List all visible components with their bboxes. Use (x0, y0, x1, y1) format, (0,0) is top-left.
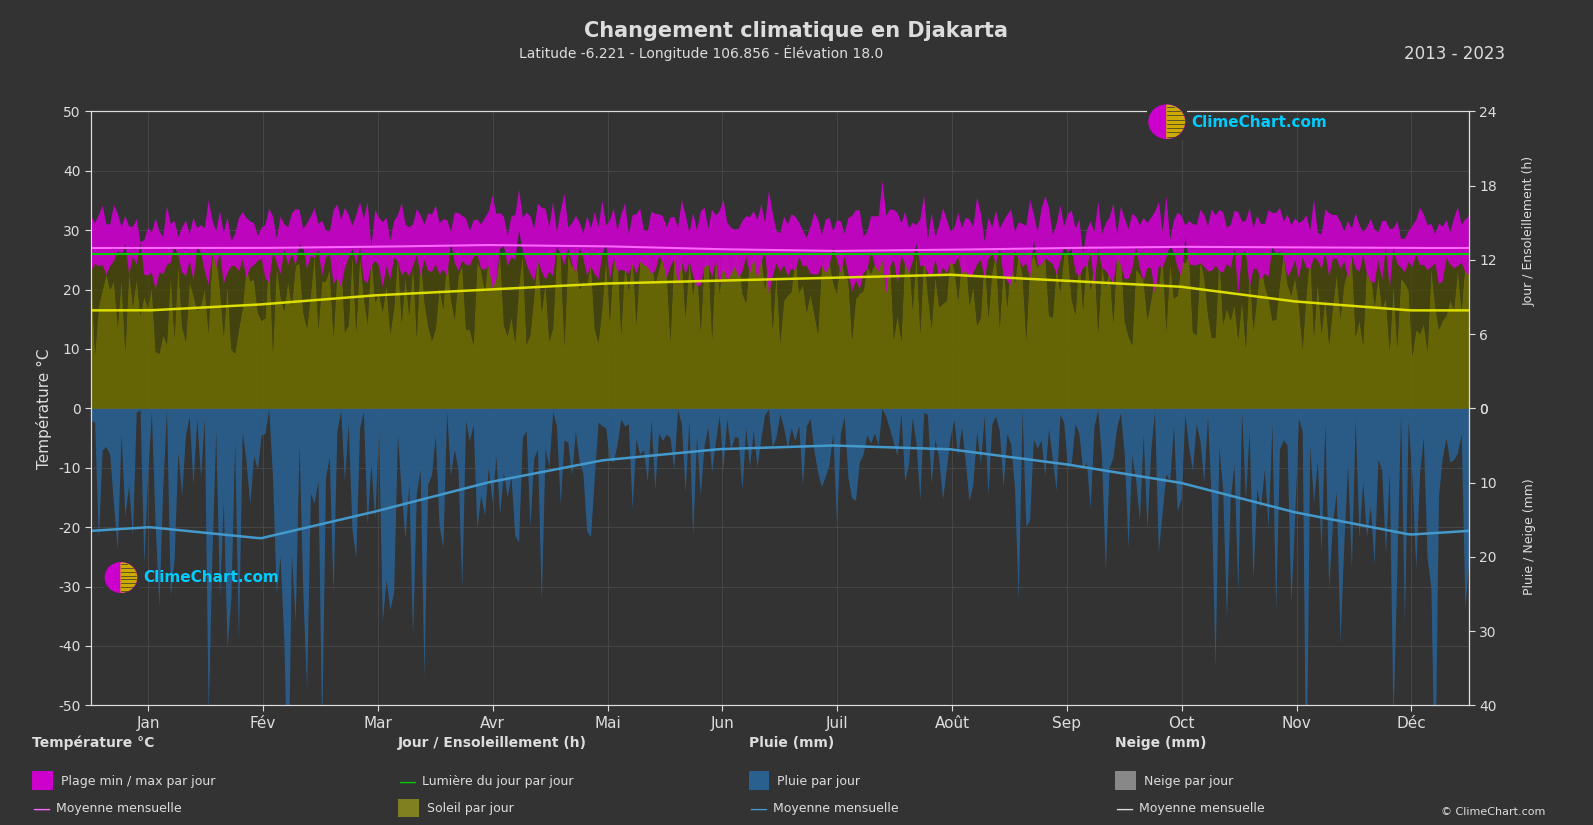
Text: —: — (32, 799, 49, 818)
Circle shape (105, 563, 137, 592)
Text: ClimeChart.com: ClimeChart.com (1192, 115, 1327, 130)
Text: Moyenne mensuelle: Moyenne mensuelle (773, 802, 898, 815)
Wedge shape (121, 563, 137, 592)
Text: © ClimeChart.com: © ClimeChart.com (1440, 807, 1545, 817)
Text: 2013 - 2023: 2013 - 2023 (1405, 45, 1505, 64)
Text: Température °C: Température °C (32, 735, 155, 750)
Text: Moyenne mensuelle: Moyenne mensuelle (56, 802, 182, 815)
Circle shape (1149, 105, 1185, 139)
Text: ClimeChart.com: ClimeChart.com (143, 570, 279, 585)
Text: Plage min / max par jour: Plage min / max par jour (61, 775, 215, 788)
Text: Jour / Ensoleillement (h): Jour / Ensoleillement (h) (1523, 156, 1536, 306)
Wedge shape (1166, 106, 1184, 138)
Text: Pluie / Neige (mm): Pluie / Neige (mm) (1523, 478, 1536, 595)
Y-axis label: Température °C: Température °C (37, 348, 53, 469)
Text: Changement climatique en Djakarta: Changement climatique en Djakarta (585, 21, 1008, 40)
Text: —: — (749, 799, 766, 818)
Text: —: — (398, 772, 416, 790)
Text: Neige par jour: Neige par jour (1144, 775, 1233, 788)
Text: Pluie par jour: Pluie par jour (777, 775, 860, 788)
Text: Latitude -6.221 - Longitude 106.856 - Élévation 18.0: Latitude -6.221 - Longitude 106.856 - Él… (519, 45, 883, 61)
Text: Moyenne mensuelle: Moyenne mensuelle (1139, 802, 1265, 815)
Text: Soleil par jour: Soleil par jour (427, 802, 513, 815)
Text: Jour / Ensoleillement (h): Jour / Ensoleillement (h) (398, 736, 588, 750)
Text: —: — (1115, 799, 1133, 818)
Text: Pluie (mm): Pluie (mm) (749, 736, 835, 750)
Text: Lumière du jour par jour: Lumière du jour par jour (422, 775, 573, 788)
Text: Neige (mm): Neige (mm) (1115, 736, 1206, 750)
